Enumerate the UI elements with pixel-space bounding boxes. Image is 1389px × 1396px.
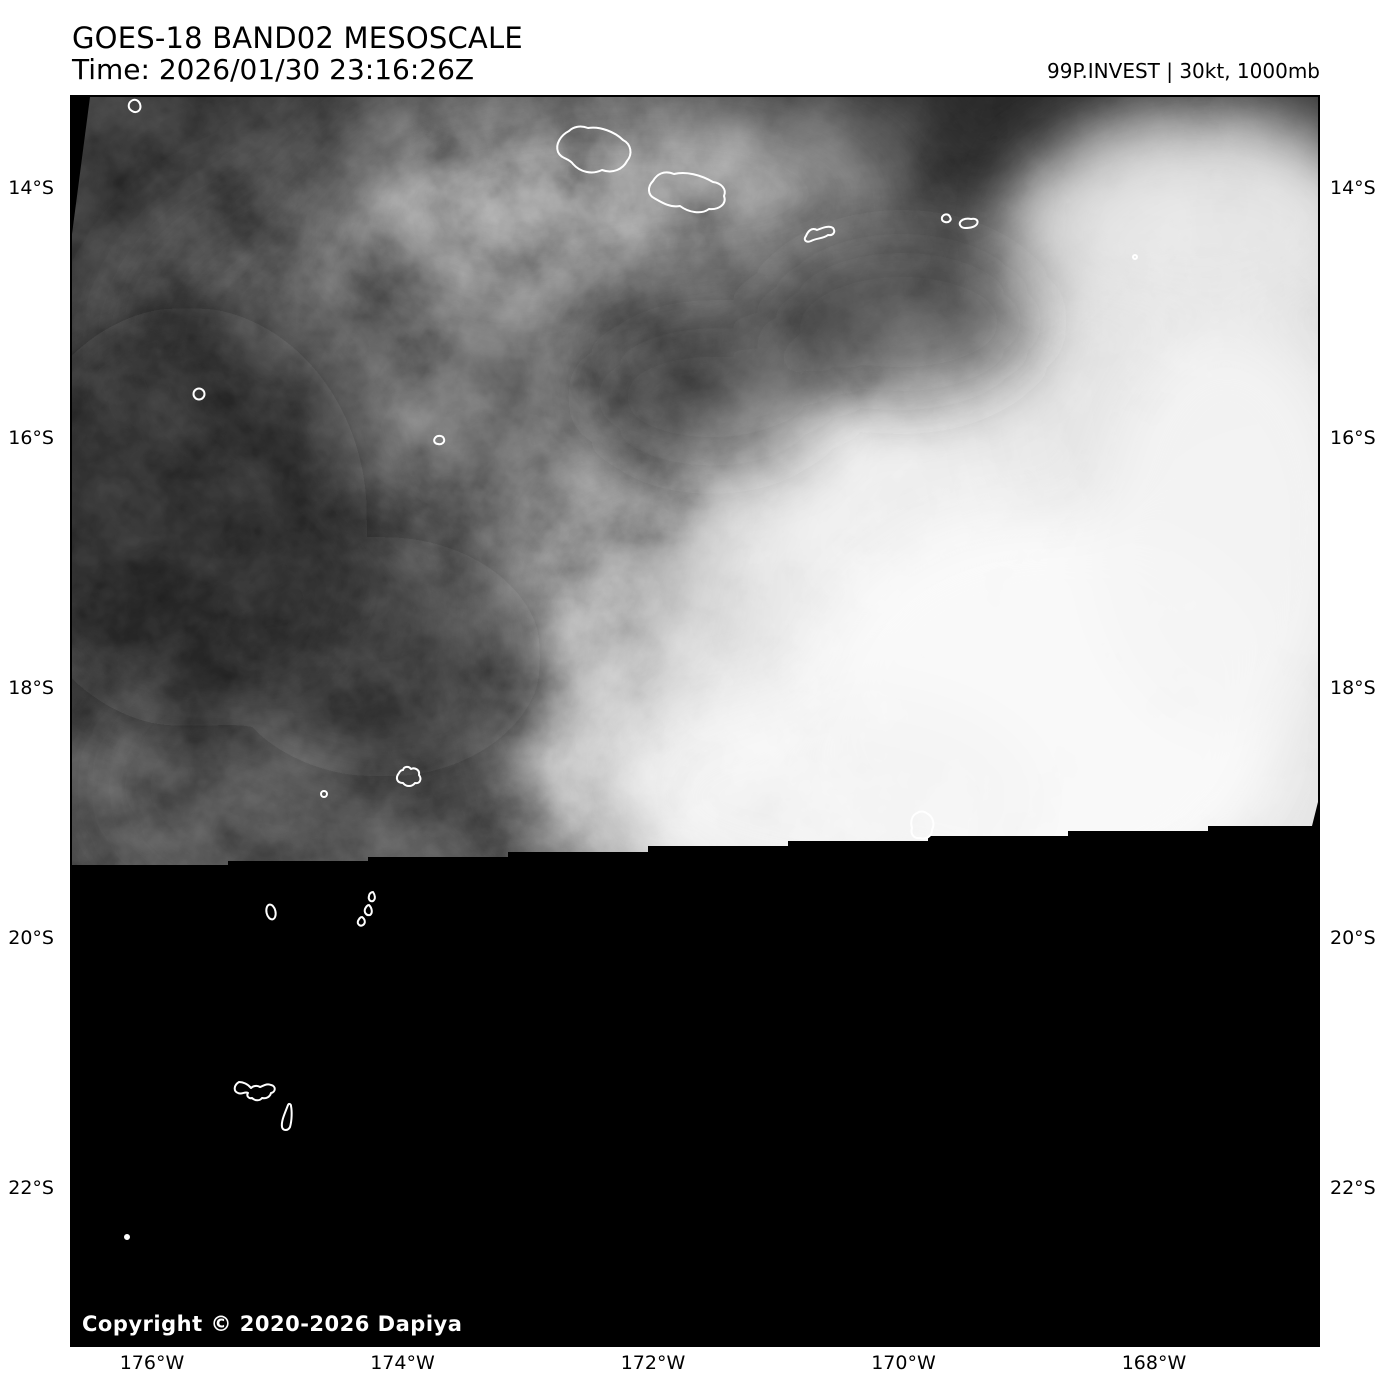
lon-tick-label: 172°W — [620, 1352, 686, 1374]
island-outline — [280, 1102, 293, 1131]
lat-tick-label: 22°S — [1330, 1177, 1376, 1199]
storm-info-label: 99P.INVEST | 30kt, 1000mb — [1047, 59, 1320, 83]
lat-tick-label: 20°S — [1330, 927, 1376, 949]
lon-tick-label: 170°W — [871, 1352, 936, 1374]
island-outline-upolu — [648, 171, 726, 214]
island-outline — [356, 916, 366, 927]
lon-tick-label: 174°W — [370, 1352, 435, 1374]
island-outline — [367, 891, 376, 903]
island-outline-tutuila — [803, 225, 836, 243]
lat-tick-label: 18°S — [8, 677, 54, 699]
cloud-field — [72, 97, 1318, 865]
island-outline — [433, 434, 446, 446]
lat-tick-label: 18°S — [1330, 677, 1376, 699]
lat-tick-label: 14°S — [1330, 177, 1376, 199]
timestamp-label: Time: 2026/01/30 23:16:26Z — [72, 53, 475, 87]
island-outline — [958, 217, 979, 229]
latitude-axis-right: 14°S 16°S 18°S 20°S 22°S — [1329, 0, 1389, 1396]
latitude-axis-left: 14°S 16°S 18°S 20°S 22°S — [0, 0, 62, 1396]
island-outline — [192, 387, 206, 401]
island-outline — [1132, 254, 1138, 260]
island-outline — [127, 98, 142, 114]
island-outline — [265, 903, 277, 921]
copyright-label: Copyright © 2020-2026 Dapiya — [82, 1312, 463, 1336]
page-title: GOES-18 BAND02 MESOSCALE — [72, 21, 523, 55]
satellite-imagery — [72, 97, 1318, 1345]
island-outline-savaii — [556, 125, 632, 174]
longitude-axis: 176°W 174°W 172°W 170°W 168°W — [0, 1352, 1389, 1382]
lat-tick-label: 14°S — [8, 177, 54, 199]
satellite-map[interactable]: Copyright © 2020-2026 Dapiya — [70, 95, 1320, 1347]
island-outline — [363, 904, 373, 917]
lon-tick-label: 176°W — [119, 1352, 185, 1374]
lat-tick-label: 16°S — [1330, 427, 1376, 449]
island-outline — [910, 810, 935, 840]
header: GOES-18 BAND02 MESOSCALE Time: 2026/01/3… — [72, 22, 523, 86]
island-outline-vavau — [233, 1081, 276, 1102]
lon-tick-label: 168°W — [1121, 1352, 1187, 1374]
island-outline — [940, 213, 952, 224]
lat-tick-label: 20°S — [8, 927, 54, 949]
island-outline — [395, 765, 422, 787]
lat-tick-label: 16°S — [8, 427, 54, 449]
island-outline — [320, 790, 328, 798]
island-outline — [124, 1234, 130, 1240]
lat-tick-label: 22°S — [8, 1177, 54, 1199]
